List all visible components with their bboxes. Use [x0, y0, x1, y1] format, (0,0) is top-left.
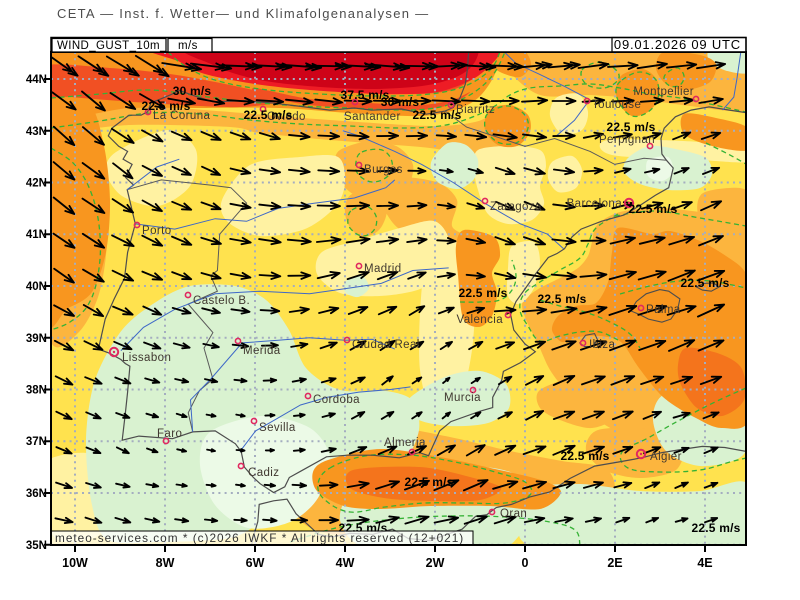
svg-text:37.5 m/s: 37.5 m/s: [341, 88, 390, 102]
svg-text:Cadiz: Cadiz: [248, 467, 279, 479]
svg-text:22.5 m/s: 22.5 m/s: [244, 108, 293, 122]
svg-text:Algier: Algier: [650, 451, 682, 463]
svg-text:8W: 8W: [156, 556, 175, 570]
svg-text:22.5 m/s: 22.5 m/s: [561, 449, 610, 463]
svg-text:Lissabon: Lissabon: [122, 352, 171, 364]
svg-text:40N: 40N: [26, 281, 47, 293]
svg-text:Castelo B.: Castelo B.: [193, 295, 250, 307]
svg-text:35N: 35N: [26, 540, 47, 552]
svg-text:30 m/s: 30 m/s: [173, 84, 212, 98]
svg-text:Ciudad Real: Ciudad Real: [352, 339, 420, 351]
svg-text:22.5 m/s: 22.5 m/s: [142, 99, 191, 113]
svg-text:22.5 m/s: 22.5 m/s: [607, 120, 656, 134]
svg-text:WIND_GUST_10m_: WIND_GUST_10m_: [57, 40, 167, 52]
svg-text:22.5 m/s: 22.5 m/s: [413, 108, 462, 122]
svg-text:22.5 m/s: 22.5 m/s: [459, 286, 508, 300]
svg-text:Perpignan: Perpignan: [599, 134, 655, 146]
svg-text:6W: 6W: [246, 556, 265, 570]
svg-text:Cordoba: Cordoba: [313, 394, 360, 406]
svg-text:La Coruna: La Coruna: [153, 110, 211, 122]
svg-text:41N: 41N: [26, 229, 47, 241]
svg-text:Madrid: Madrid: [364, 263, 402, 275]
svg-text:Sevilla: Sevilla: [259, 422, 296, 434]
svg-text:4W: 4W: [336, 556, 355, 570]
svg-text:43N: 43N: [26, 126, 47, 138]
svg-text:Almeria: Almeria: [384, 437, 426, 449]
svg-text:39N: 39N: [26, 333, 47, 345]
svg-text:Barcelona: Barcelona: [567, 198, 623, 210]
svg-text:Biarritz: Biarritz: [456, 104, 495, 116]
svg-text:22.5 m/s: 22.5 m/s: [629, 202, 678, 216]
svg-text:Santander: Santander: [344, 111, 401, 123]
svg-text:Toulouse: Toulouse: [592, 99, 641, 111]
svg-text:m/s: m/s: [178, 40, 198, 52]
svg-text:44N: 44N: [26, 74, 47, 86]
svg-text:2W: 2W: [426, 556, 445, 570]
svg-text:Valencia: Valencia: [457, 314, 504, 326]
svg-text:Faro: Faro: [157, 428, 182, 440]
svg-text:Zaragoza: Zaragoza: [490, 201, 542, 213]
svg-text:22.5 m/s: 22.5 m/s: [681, 276, 730, 290]
svg-text:22.5 m/s: 22.5 m/s: [538, 292, 587, 306]
svg-text:22.5 m/s: 22.5 m/s: [692, 521, 741, 535]
svg-text:CETA — Inst. f. Wetter— und Kl: CETA — Inst. f. Wetter— und Klimafolgena…: [57, 6, 429, 21]
svg-text:Montpellier: Montpellier: [633, 86, 694, 98]
svg-text:0: 0: [522, 556, 529, 570]
svg-text:Burgos: Burgos: [364, 164, 403, 176]
svg-text:36N: 36N: [26, 488, 47, 500]
svg-text:10W: 10W: [62, 556, 88, 570]
svg-text:42N: 42N: [26, 178, 47, 190]
svg-text:Merida: Merida: [243, 345, 281, 357]
svg-text:09.01.2026 09 UTC: 09.01.2026 09 UTC: [614, 37, 741, 52]
svg-text:Palma: Palma: [646, 304, 681, 316]
svg-text:Ibiza: Ibiza: [589, 339, 615, 351]
svg-text:Murcia: Murcia: [444, 392, 481, 404]
svg-text:37N: 37N: [26, 436, 47, 448]
svg-text:4E: 4E: [697, 556, 712, 570]
svg-text:30 m/s: 30 m/s: [381, 95, 420, 109]
svg-text:meteo-services.com * (c)2026 I: meteo-services.com * (c)2026 IWKF * All …: [55, 531, 464, 545]
svg-text:2E: 2E: [607, 556, 622, 570]
svg-text:38N: 38N: [26, 385, 47, 397]
svg-text:Oran: Oran: [500, 508, 527, 520]
svg-text:22.5 m/s: 22.5 m/s: [405, 475, 454, 489]
svg-text:Oviedo: Oviedo: [267, 111, 306, 123]
svg-text:Porto: Porto: [142, 225, 172, 237]
